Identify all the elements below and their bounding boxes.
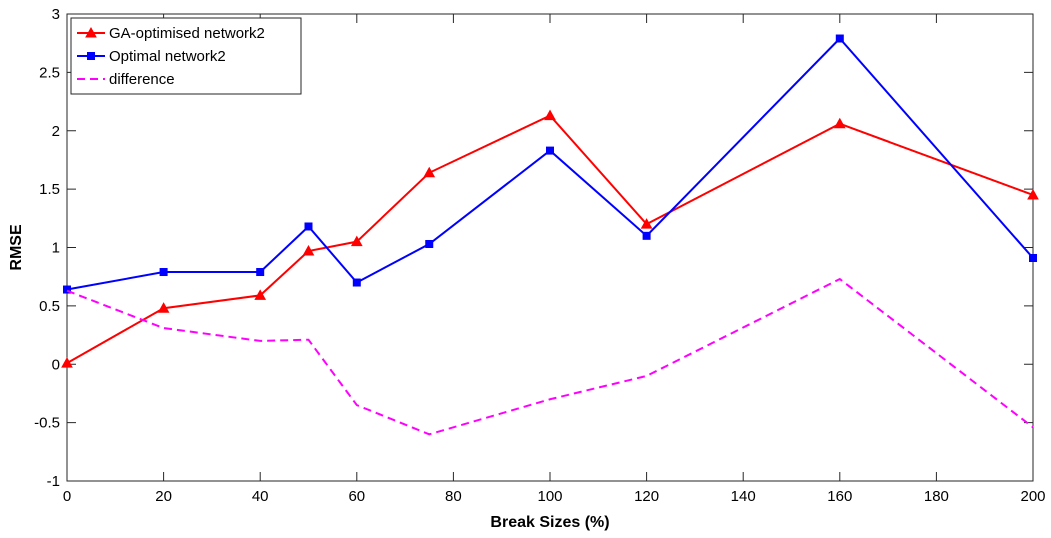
series-line-difference <box>66 277 1034 436</box>
ga-optimised-network2-point <box>544 109 556 121</box>
x-tick-label: 180 <box>924 488 949 505</box>
ga-optimised-network2-point <box>640 218 653 229</box>
legend-marker-ga-optimised-network2 <box>85 26 97 38</box>
ga-optimised-network2-point <box>61 357 73 368</box>
optimal-network2-point <box>159 268 168 277</box>
y-tick-label: 2.5 <box>39 64 60 81</box>
optimal-network2-point <box>546 146 554 155</box>
optimal-network2-point <box>835 34 844 43</box>
optimal-network2-point <box>642 231 651 240</box>
series-layer <box>61 34 1039 436</box>
x-tick-label: 140 <box>731 488 756 505</box>
series-optimal-network2 <box>63 34 1037 294</box>
x-tick-label: 120 <box>634 488 659 505</box>
y-tick-label: -0.5 <box>34 415 60 432</box>
x-axis-label: Break Sizes (%) <box>490 514 609 531</box>
legend-optimal-network2-point <box>87 52 95 60</box>
series-line-ga-optimised-network2 <box>66 114 1034 364</box>
x-tick-label: 80 <box>445 488 462 505</box>
optimal-network2-point <box>304 222 313 231</box>
axis-ticks: 0 20 40 60 80 100 120 140 160 180 200 -1 -0.5 0 0.5 1 1.… <box>34 6 1045 505</box>
y-tick-label: 0 <box>52 356 60 373</box>
x-tick-label: 0 <box>63 488 71 505</box>
optimal-network2-point <box>352 278 361 287</box>
x-tick-label: 40 <box>252 488 269 505</box>
ga-optimised-network2-point <box>423 166 436 178</box>
x-tick-label: 20 <box>155 488 172 505</box>
y-tick-label: 1.5 <box>39 181 60 198</box>
y-axis-label: RMSE <box>8 224 25 271</box>
ga-optimised-network2-point <box>254 289 267 300</box>
y-tick-label: 0.5 <box>39 298 60 315</box>
ga-optimised-network2-point <box>157 302 170 313</box>
y-tick-label: 3 <box>52 6 60 23</box>
ga-optimised-network2-point <box>1027 188 1039 200</box>
legend-label-difference: difference <box>109 71 175 88</box>
series-difference <box>66 277 1034 436</box>
legend-box <box>70 17 302 95</box>
y-tick-label: 2 <box>52 123 60 140</box>
legend-ga-optimised-network2-point <box>85 26 97 38</box>
x-tick-label: 160 <box>827 488 852 505</box>
optimal-network2-point <box>425 239 434 248</box>
optimal-network2-point <box>256 268 265 277</box>
x-tick-label: 100 <box>537 488 562 505</box>
series-ga-optimised-network2 <box>61 109 1039 368</box>
legend-label-ga-optimised: GA-optimised network2 <box>109 25 265 42</box>
ga-optimised-network2-point <box>833 117 846 129</box>
x-tick-label: 60 <box>348 488 365 505</box>
ga-optimised-network2-point <box>302 244 315 256</box>
series-line-optimal-network2 <box>66 37 1034 291</box>
ga-optimised-network2-point <box>350 235 363 247</box>
legend-label-optimal: Optimal network2 <box>109 48 226 65</box>
y-tick-label: 1 <box>52 240 60 257</box>
optimal-network2-point <box>63 285 71 294</box>
legend: GA-optimised network2 Optimal network2 d… <box>70 17 302 95</box>
y-tick-label: -1 <box>47 473 60 490</box>
legend-marker-optimal-network2 <box>87 52 95 60</box>
x-tick-label: 200 <box>1020 488 1045 505</box>
legend-item-difference: difference <box>77 71 175 88</box>
optimal-network2-point <box>1029 254 1037 263</box>
